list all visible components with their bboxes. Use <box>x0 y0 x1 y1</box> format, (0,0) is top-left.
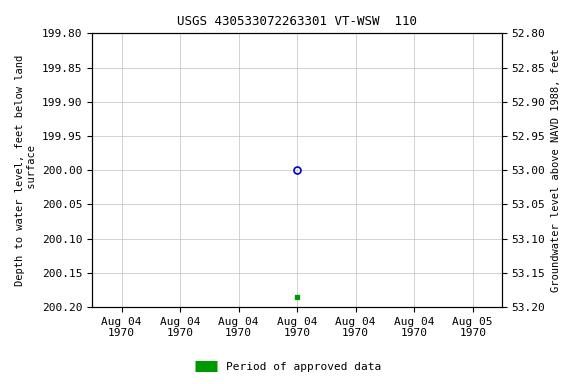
Legend: Period of approved data: Period of approved data <box>191 358 385 377</box>
Title: USGS 430533072263301 VT-WSW  110: USGS 430533072263301 VT-WSW 110 <box>177 15 417 28</box>
Y-axis label: Groundwater level above NAVD 1988, feet: Groundwater level above NAVD 1988, feet <box>551 48 561 292</box>
Y-axis label: Depth to water level, feet below land
 surface: Depth to water level, feet below land su… <box>15 55 37 286</box>
